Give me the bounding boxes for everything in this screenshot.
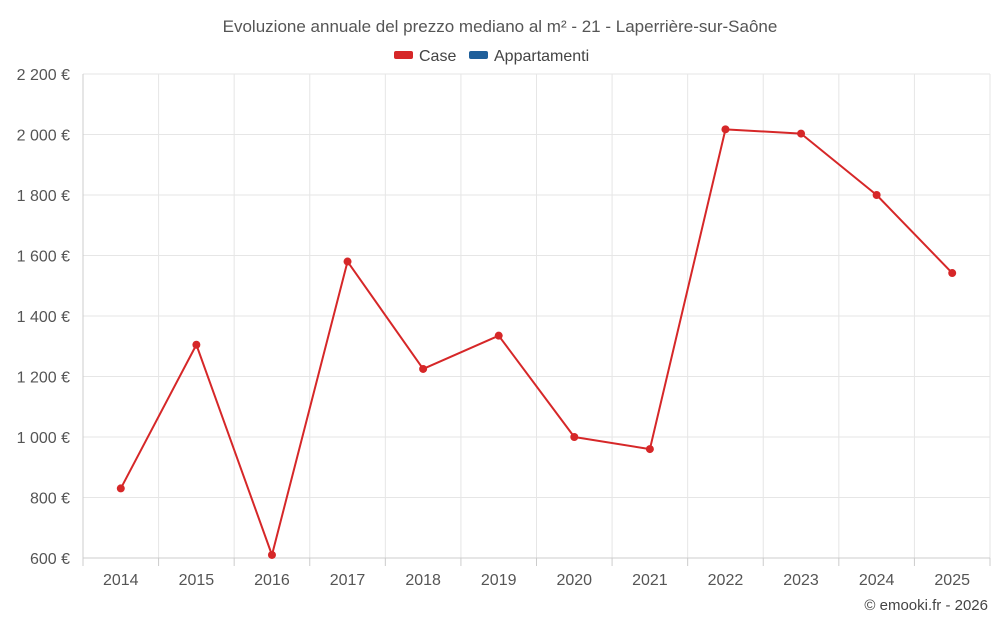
credit: © emooki.fr - 2026 [864,597,988,614]
y-tick-label: 1 000 € [17,430,70,447]
y-tick-label: 1 400 € [17,309,70,326]
x-tick-label: 2019 [481,572,517,589]
x-tick-label: 2025 [934,572,970,589]
y-tick-label: 1 800 € [17,188,70,205]
data-point[interactable] [494,331,503,340]
data-point[interactable] [419,364,428,373]
legend-swatch-case [394,51,413,59]
y-tick-label: 2 000 € [17,128,70,145]
series-case [116,125,957,559]
y-axis-ticks: 600 € 800 € 1 000 € 1 200 € 1 400 € 1 600 € 1 … [17,67,70,568]
series-line-case [119,128,953,556]
legend-item-appartamenti[interactable]: Appartamenti [469,48,589,65]
x-tick-label: 2015 [179,572,215,589]
axes [82,74,991,566]
x-tick-label: 2014 [103,572,139,589]
x-tick-label: 2024 [859,572,895,589]
data-point[interactable] [948,269,957,278]
data-point[interactable] [570,433,579,441]
chart-title: Evoluzione annuale del prezzo mediano al… [223,17,778,36]
data-point[interactable] [872,191,881,199]
legend-swatch-appartamenti [469,51,488,59]
x-tick-label: 2022 [708,572,744,589]
grid [82,73,991,558]
y-tick-label: 2 200 € [17,67,70,84]
data-point[interactable] [721,125,730,134]
legend-label-appartamenti: Appartamenti [494,48,589,65]
data-point[interactable] [192,340,201,349]
legend-label-case: Case [419,48,456,65]
data-point[interactable] [645,445,654,454]
x-tick-label: 2016 [254,572,290,589]
data-point[interactable] [343,257,352,266]
x-tick-label: 2020 [556,572,592,589]
legend-item-case[interactable]: Case [394,48,456,65]
data-point[interactable] [116,484,125,493]
x-tick-label: 2023 [783,572,819,589]
x-tick-label: 2021 [632,572,668,589]
x-tick-label: 2017 [330,572,366,589]
y-tick-label: 1 600 € [17,249,70,266]
y-tick-label: 1 200 € [17,370,70,387]
x-axis-ticks: 2014 2015 2016 2017 2018 2019 2020 2021 2022 2023… [103,572,970,589]
data-point[interactable] [797,129,806,138]
data-point[interactable] [267,550,276,559]
y-tick-label: 600 € [30,551,70,568]
legend: Case Appartamenti [394,48,589,65]
y-tick-label: 800 € [30,491,70,508]
x-tick-label: 2018 [405,572,441,589]
